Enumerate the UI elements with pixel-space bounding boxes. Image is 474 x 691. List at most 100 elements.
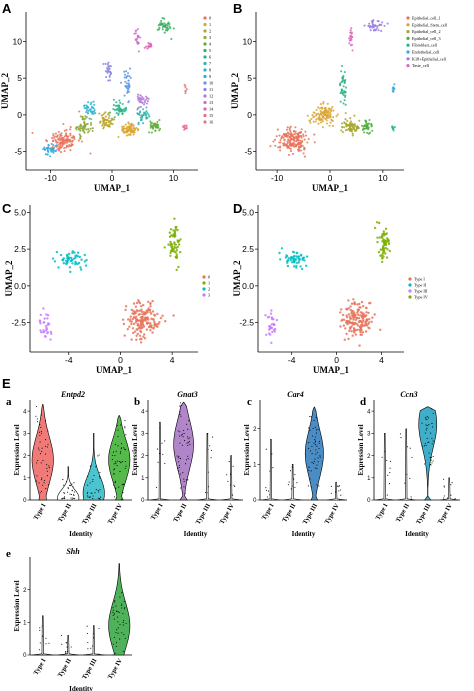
scatter-point: [88, 117, 91, 120]
data-point: [207, 448, 209, 450]
scatter-point: [382, 230, 385, 233]
data-point: [211, 449, 213, 451]
data-point: [41, 654, 44, 656]
panel-label-d: D: [233, 201, 242, 216]
scatter-point: [133, 131, 136, 134]
scatter-point: [358, 319, 361, 323]
scatter-point: [44, 329, 48, 332]
scatter-point: [102, 125, 106, 129]
scatter-point: [115, 112, 118, 115]
y-tick-label: 2: [253, 427, 257, 433]
scatter-point: [82, 130, 86, 133]
data-point: [97, 455, 99, 457]
scatter-point: [343, 71, 346, 74]
scatter-point: [134, 32, 137, 35]
data-point: [179, 431, 181, 433]
scatter-point: [380, 30, 383, 33]
data-point: [313, 419, 315, 421]
scatter-point: [341, 92, 344, 95]
sub-panel-label: c: [247, 396, 252, 408]
scatter-point: [66, 145, 69, 148]
y-tick-label: -5: [14, 147, 22, 157]
scatter-point: [292, 260, 296, 264]
legend-label: 1: [209, 22, 211, 27]
data-point: [188, 440, 190, 442]
data-point: [87, 475, 89, 477]
scatter-point: [319, 112, 322, 115]
y-tick-label: 2: [23, 454, 27, 460]
scatter-point: [46, 332, 49, 335]
scatter-point: [350, 27, 353, 30]
data-point: [409, 447, 411, 449]
scatter-point: [136, 42, 139, 45]
scatter-points-b: [269, 19, 396, 158]
panel-label-a: A: [2, 1, 12, 16]
data-point: [430, 432, 432, 434]
data-point: [292, 466, 294, 468]
data-point: [98, 653, 100, 655]
data-point: [116, 610, 118, 613]
scatter-point: [65, 132, 68, 135]
data-point: [318, 442, 320, 444]
x-tick-label: Type III: [195, 502, 213, 526]
y-tick-label: 3: [141, 432, 145, 438]
scatter-point: [60, 132, 63, 135]
data-point: [124, 467, 126, 470]
data-point: [67, 650, 69, 653]
data-point: [288, 481, 290, 483]
violin-body: [304, 406, 324, 501]
scatter-point: [290, 137, 293, 140]
data-point: [120, 461, 122, 463]
scatter-point: [318, 118, 321, 121]
scatter-point: [275, 135, 278, 138]
scatter-point: [133, 127, 136, 130]
data-point: [180, 415, 182, 417]
scatter-point: [319, 121, 322, 124]
scatter-point: [314, 120, 317, 123]
violin-body: [418, 406, 438, 501]
panel-label-e: E: [2, 376, 11, 391]
scatter-point: [278, 134, 281, 137]
scatter-point: [329, 109, 332, 112]
data-point: [39, 441, 41, 443]
data-point: [48, 642, 50, 644]
scatter-point: [285, 128, 289, 131]
x-tick-label: -10: [271, 173, 284, 183]
data-point: [41, 477, 43, 479]
scatter-point: [58, 149, 61, 152]
scatter-point: [381, 21, 384, 24]
data-point: [112, 611, 114, 613]
scatter-point: [356, 328, 359, 331]
violin-entpd2-1: [31, 404, 54, 501]
scatter-point: [381, 253, 384, 256]
data-point: [425, 418, 427, 420]
scatter-point: [287, 153, 291, 156]
scatter-point: [386, 22, 389, 25]
scatter-point: [79, 124, 82, 127]
scatter-point: [109, 119, 113, 122]
scatter-point: [296, 133, 299, 136]
data-point: [125, 622, 127, 624]
violin-body: [82, 433, 105, 501]
data-point: [315, 444, 317, 446]
scatter-point: [295, 251, 298, 254]
scatter-point: [313, 133, 316, 136]
scatter-point: [160, 23, 163, 26]
scatter-point: [63, 150, 66, 153]
data-point: [122, 499, 124, 501]
scatter-point: [370, 124, 373, 127]
scatter-point: [173, 241, 176, 244]
scatter-point: [272, 328, 276, 332]
scatter-point: [302, 133, 305, 136]
data-point: [71, 498, 73, 500]
data-point: [427, 441, 429, 443]
scatter-point: [127, 88, 130, 91]
legend-label: Epithelial_cell_2: [412, 29, 441, 34]
scatter-point: [274, 144, 277, 147]
sub-panel-label: e: [6, 548, 11, 560]
y-tick-label: 10: [13, 36, 23, 46]
scatter-point: [124, 305, 128, 308]
scatter-point: [91, 129, 94, 133]
scatter-point: [369, 301, 372, 305]
data-point: [61, 643, 63, 645]
